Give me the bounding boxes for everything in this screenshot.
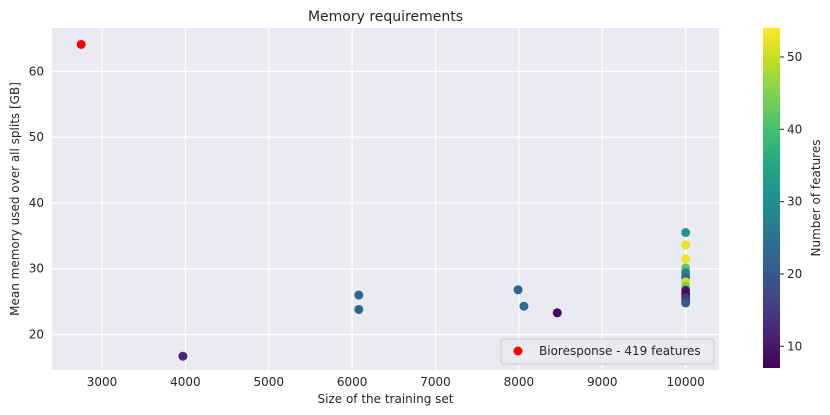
x-tick-label: 7000 xyxy=(420,375,451,389)
plot-area xyxy=(52,28,719,370)
y-tick-label: 20 xyxy=(29,327,44,341)
x-tick-label: 3000 xyxy=(87,375,118,389)
legend-label: Bioresponse - 419 features xyxy=(539,344,701,358)
y-axis-label: Mean memory used over all splits [GB] xyxy=(8,82,22,316)
legend: Bioresponse - 419 features xyxy=(500,338,715,365)
data-point xyxy=(552,308,562,318)
data-point xyxy=(354,290,364,300)
x-tick-label: 8000 xyxy=(504,375,535,389)
colorbar-tick-label: 30 xyxy=(787,195,802,209)
x-tick-label: 10000 xyxy=(667,375,705,389)
colorbar-gradient xyxy=(763,28,780,368)
x-tick-label: 9000 xyxy=(587,375,618,389)
data-point xyxy=(681,228,691,238)
x-tick-label: 6000 xyxy=(337,375,368,389)
colorbar-tick-label: 20 xyxy=(787,267,802,281)
colorbar-tick-label: 40 xyxy=(787,122,802,136)
data-point xyxy=(681,254,691,264)
data-point xyxy=(178,351,188,361)
data-point xyxy=(513,285,523,295)
y-tick-label: 30 xyxy=(29,262,44,276)
x-axis-label: Size of the training set xyxy=(318,392,454,406)
y-tick-label: 50 xyxy=(29,130,44,144)
y-tick-label: 40 xyxy=(29,196,44,210)
data-point xyxy=(354,304,364,314)
data-point xyxy=(519,301,529,311)
data-points xyxy=(76,39,691,361)
x-tick-labels: 3000 4000 5000 6000 7000 8000 9000 10000 xyxy=(87,375,705,389)
bioresponse-point xyxy=(76,39,86,49)
colorbar-tick-label: 50 xyxy=(787,50,802,64)
colorbar-tick-label: 10 xyxy=(787,339,802,353)
legend-marker xyxy=(513,346,523,356)
data-point xyxy=(681,298,691,308)
colorbar-label: Number of features xyxy=(809,140,823,257)
y-tick-labels: 20 30 40 50 60 xyxy=(29,64,44,341)
grid xyxy=(52,28,719,370)
data-point xyxy=(681,240,691,250)
legend-box xyxy=(500,338,715,365)
x-tick-label: 5000 xyxy=(254,375,285,389)
colorbar-ticks: 10 20 30 40 50 xyxy=(780,50,802,353)
chart-title: Memory requirements xyxy=(308,9,463,25)
colorbar: 10 20 30 40 50 Number of features xyxy=(763,28,823,368)
x-tick-label: 4000 xyxy=(170,375,201,389)
y-tick-label: 60 xyxy=(29,64,44,78)
